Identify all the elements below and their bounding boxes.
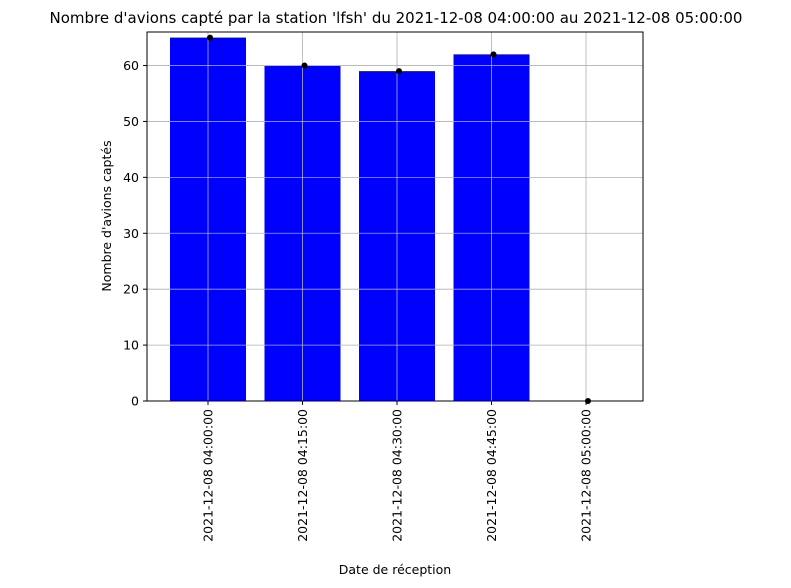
y-tick-label: 30 (123, 226, 139, 241)
plot-frame (146, 31, 644, 402)
chart-title: Nombre d'avions capté par la station 'lf… (50, 9, 743, 27)
y-tick-label: 60 (123, 58, 139, 73)
y-axis-label: Nombre d'avions captés (99, 140, 114, 291)
data-point-marker (207, 34, 213, 41)
markers (207, 34, 591, 404)
x-tick-label: 2021-12-08 04:00:00 (201, 409, 216, 542)
y-tick-label: 0 (131, 394, 139, 409)
y-tick-label: 10 (123, 338, 139, 353)
x-tick-label: 2021-12-08 04:30:00 (390, 409, 405, 542)
x-tick-label: 2021-12-08 04:45:00 (484, 409, 499, 542)
x-tick-label: 2021-12-08 04:15:00 (295, 409, 310, 542)
data-point-marker (396, 68, 402, 75)
y-tick-label: 50 (123, 114, 139, 129)
y-tick-label: 20 (123, 282, 139, 297)
bars (170, 37, 530, 402)
data-point-marker (301, 62, 308, 69)
x-axis-label: Date de réception (339, 562, 451, 577)
y-tick-label: 40 (123, 170, 139, 185)
x-tick-label: 2021-12-08 05:00:00 (579, 409, 594, 542)
data-point-marker (490, 51, 497, 58)
x-axis-ticks: 2021-12-08 04:00:00 2021-12-08 04:15:00 20… (201, 401, 594, 542)
y-axis-ticks: 0 10 20 30 40 50 60 (123, 58, 147, 409)
